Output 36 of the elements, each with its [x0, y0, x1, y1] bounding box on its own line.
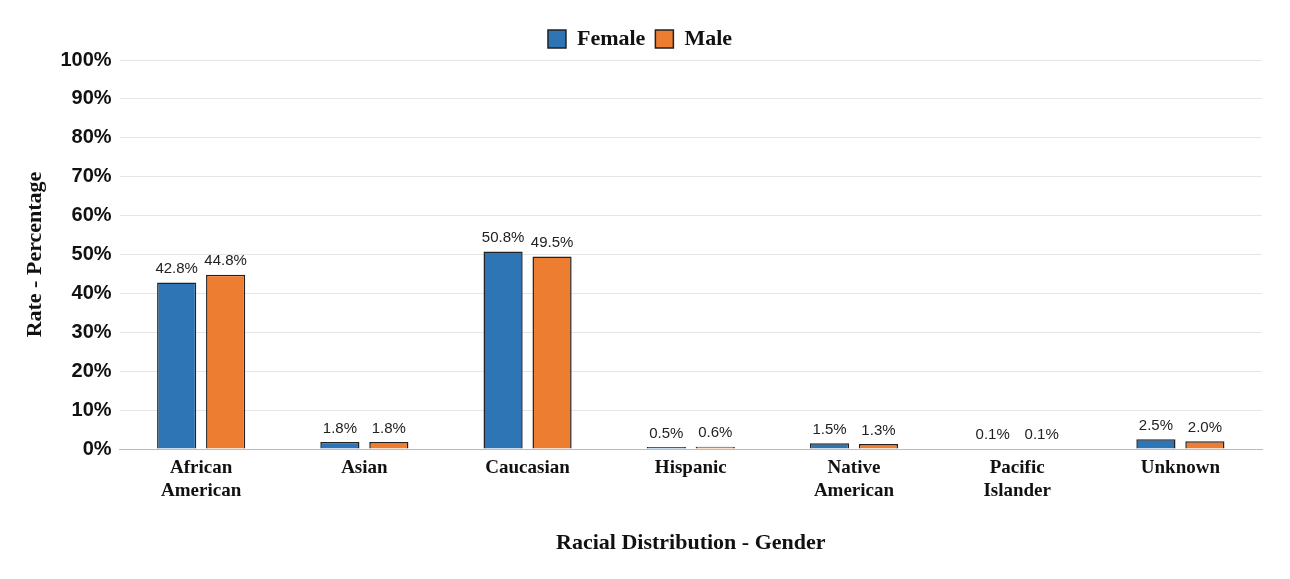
y-tick-label: 70%: [71, 164, 112, 187]
y-tick-label: 30%: [71, 319, 112, 342]
y-tick-label: 50%: [71, 242, 112, 265]
y-tick-label: 90%: [71, 86, 112, 109]
y-axis-title: Rate - Percentage: [20, 171, 46, 338]
x-axis-title: Racial Distribution - Gender: [556, 529, 826, 555]
y-tick-label: 20%: [71, 358, 112, 381]
y-tick-label: 0%: [82, 436, 112, 459]
legend-label: Male: [684, 24, 733, 50]
data-label: 2.5%: [1138, 415, 1174, 433]
data-label: 0.6%: [698, 423, 733, 441]
data-label: 1.8%: [322, 418, 357, 436]
data-label: 1.8%: [371, 418, 406, 436]
x-tick-label: Pacific Islander: [983, 456, 1052, 501]
legend-label: Female: [576, 24, 646, 50]
x-tick-label: Native American: [813, 456, 895, 501]
y-tick-label: 60%: [71, 203, 112, 226]
data-label: 50.8%: [481, 228, 525, 246]
x-tick-label: Hispanic: [654, 456, 727, 478]
y-tick-label: 10%: [71, 397, 112, 420]
x-tick-label: Caucasian: [485, 456, 571, 478]
data-label: 1.3%: [861, 420, 896, 438]
data-label: 0.5%: [649, 423, 684, 441]
y-tick-label: 40%: [71, 280, 112, 303]
y-tick-label: 80%: [71, 125, 112, 148]
x-tick-label: African American: [161, 456, 242, 501]
x-tick-label: Unknown: [1140, 456, 1221, 478]
data-label: 49.5%: [530, 233, 574, 251]
data-label: 1.5%: [812, 419, 847, 437]
y-tick-label: 100%: [60, 47, 112, 70]
data-label: 0.1%: [1024, 425, 1059, 443]
data-label: 2.0%: [1187, 417, 1222, 435]
data-label: 42.8%: [155, 259, 198, 277]
data-label: 44.8%: [204, 251, 247, 269]
x-tick-label: Asian: [341, 456, 389, 478]
data-label: 0.1%: [975, 425, 1010, 443]
